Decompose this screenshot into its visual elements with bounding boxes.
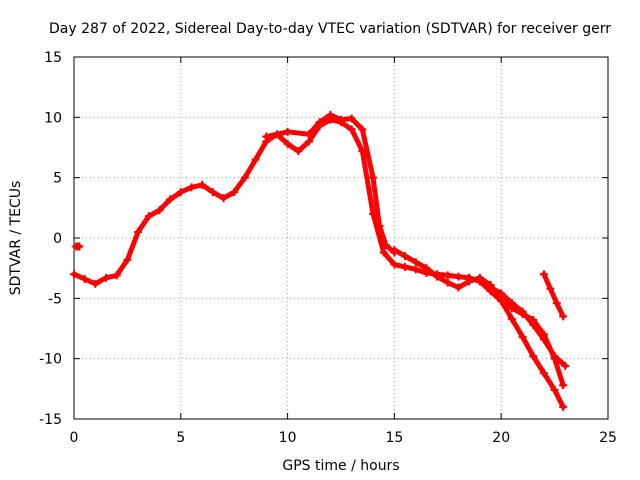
x-tick-label: 25 (599, 430, 617, 446)
x-tick-label: 0 (70, 430, 79, 446)
y-axis-label: SDTVAR / TECUs (8, 181, 24, 296)
data-point-run (349, 116, 365, 132)
x-tick-label: 15 (385, 430, 403, 446)
data-point-run (552, 356, 566, 388)
data-point-run (554, 300, 566, 319)
data-point-run (530, 353, 547, 376)
data-point-run (359, 148, 376, 217)
data-point-run (530, 317, 547, 338)
data-point-run (547, 286, 560, 306)
x-tick-label: 10 (279, 430, 297, 446)
data-point-run (498, 298, 515, 322)
x-tick-label: 5 (176, 430, 185, 446)
data-point-run (381, 249, 397, 268)
data-point-run (370, 175, 382, 229)
y-tick-label: -5 (48, 291, 62, 307)
data-point-run (541, 336, 558, 359)
data-point-run (376, 223, 389, 248)
data-point-run (156, 196, 173, 213)
y-tick-label: 10 (44, 110, 62, 126)
series-upper-branch (262, 110, 399, 257)
data-point-run (541, 271, 553, 292)
data-point-run (349, 126, 365, 154)
data-point (559, 312, 568, 321)
data-point-run (253, 138, 269, 163)
data-point-run (242, 157, 259, 181)
data-point-run (135, 213, 152, 235)
data-point-run (541, 370, 558, 393)
grid-lines (74, 57, 608, 419)
y-tick-label: -10 (39, 352, 62, 368)
y-tick-label: -15 (39, 412, 62, 428)
data-points (70, 110, 570, 411)
data-point-run (520, 309, 536, 328)
series-isolated-points (72, 242, 84, 251)
y-tick-label: 0 (53, 231, 62, 247)
series-short-segment (539, 270, 568, 321)
data-point-run (306, 123, 323, 144)
data-point-run (530, 322, 547, 342)
data-point-run (359, 126, 376, 181)
data-point (561, 361, 570, 370)
data-point (559, 402, 568, 411)
data-point-run (520, 334, 536, 359)
series-main-trace (70, 115, 568, 390)
x-tick-label: 20 (492, 430, 510, 446)
y-tick-label: 15 (44, 50, 62, 66)
data-point-run (124, 229, 141, 263)
data-point-run (552, 353, 568, 369)
chart-title: Day 287 of 2022, Sidereal Day-to-day VTE… (49, 21, 611, 37)
axis-ticks: 0 5 10 15 20 25 -15 -10 -5 0 5 10 15 (39, 50, 617, 446)
data-point-run (306, 119, 323, 137)
data-point (75, 242, 84, 251)
x-axis-label: GPS time / hours (282, 458, 399, 474)
data-point-run (509, 316, 526, 340)
series-late-branch-b (465, 273, 570, 370)
data-point (559, 381, 568, 390)
y-tick-label: 5 (53, 171, 62, 187)
data-point-run (231, 175, 248, 195)
data-point-run (114, 257, 130, 278)
data-point-run (552, 387, 566, 410)
